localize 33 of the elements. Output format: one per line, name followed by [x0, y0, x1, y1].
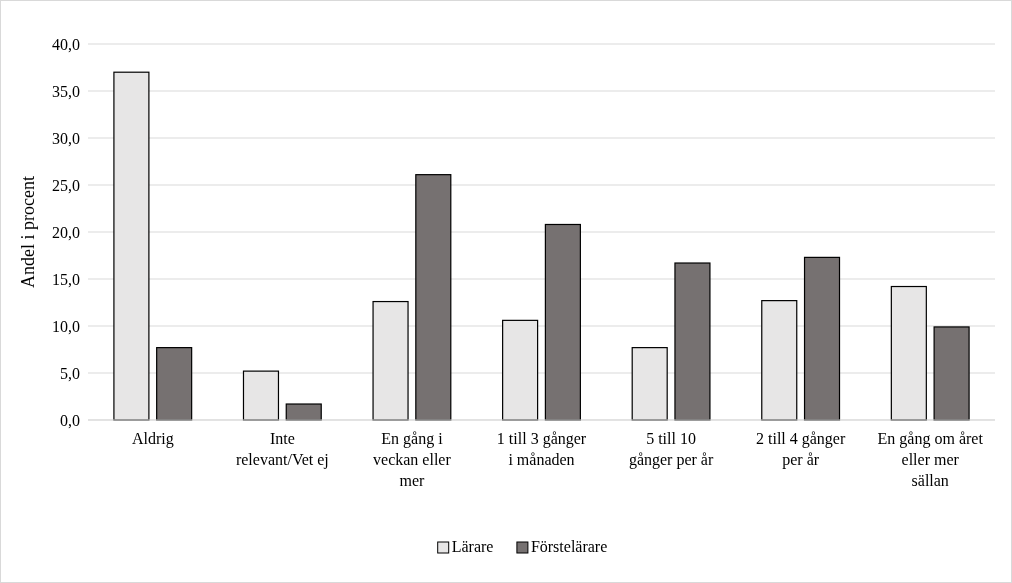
bar — [890, 285, 927, 421]
x-tick-label: En gång om året eller mer sällan — [877, 430, 984, 489]
bar — [674, 262, 711, 421]
y-tick-label: 40,0 — [52, 35, 80, 53]
bar — [544, 223, 581, 421]
x-tick-label: En gång i veckan eller mer — [373, 430, 452, 489]
y-tick-label: 15,0 — [52, 270, 80, 288]
x-tick-label: Inte relevant/Vet ej — [235, 430, 329, 469]
bar — [156, 347, 193, 421]
bar — [372, 300, 409, 421]
y-tick-label: 30,0 — [52, 129, 80, 147]
y-tick-label: 25,0 — [52, 176, 80, 194]
bar — [502, 319, 539, 421]
y-tick-label: 10,0 — [52, 317, 80, 335]
y-tick-label: 0,0 — [60, 411, 80, 429]
y-tick-label: 35,0 — [52, 82, 80, 100]
legend-label: Förstelärare — [530, 538, 608, 555]
bar — [242, 370, 280, 421]
bar — [113, 71, 150, 421]
bar — [933, 326, 970, 421]
y-tick-label: 5,0 — [60, 364, 80, 382]
bar — [285, 403, 322, 421]
bar — [761, 300, 798, 421]
x-tick-label: 5 till 10 gånger per år — [628, 430, 714, 469]
legend-label: Lärare — [451, 538, 494, 555]
x-tick-label: Aldrig — [131, 430, 174, 448]
bar — [803, 256, 841, 421]
bar — [631, 347, 668, 421]
y-tick-label: 20,0 — [52, 223, 80, 241]
x-tick-label: 1 till 3 gånger i månaden — [496, 430, 587, 468]
x-tick-label: 2 till 4 gånger per år — [755, 430, 846, 469]
y-axis-title: Andel i procent — [18, 176, 38, 288]
bar — [415, 174, 452, 421]
